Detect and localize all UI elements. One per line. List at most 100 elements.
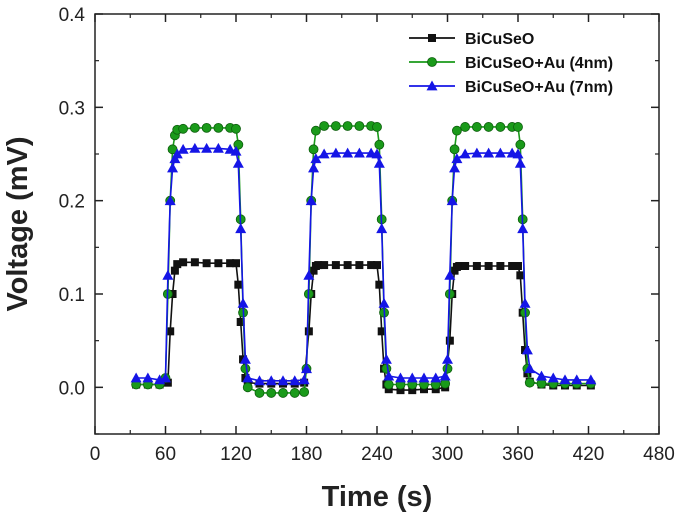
data-point — [277, 375, 289, 386]
data-point — [442, 363, 453, 374]
y-tick-label: 0.4 — [59, 5, 86, 26]
data-point — [236, 318, 245, 326]
data-point — [378, 297, 390, 308]
y-tick-label: 0.2 — [59, 192, 85, 213]
data-point — [495, 122, 506, 132]
data-point — [343, 261, 352, 270]
data-point — [496, 262, 505, 270]
data-point — [308, 144, 319, 155]
data-point — [461, 262, 470, 270]
data-point — [166, 327, 175, 336]
data-point — [310, 125, 321, 136]
data-point — [309, 266, 318, 275]
data-point — [213, 122, 224, 133]
data-point — [444, 269, 456, 280]
data-point — [298, 374, 310, 385]
data-point — [304, 327, 313, 336]
data-point — [342, 121, 353, 131]
legend-label: BiCuSeO — [465, 31, 534, 48]
data-point — [318, 148, 330, 159]
data-point — [408, 386, 417, 395]
data-point — [375, 280, 384, 289]
data-point — [242, 382, 253, 393]
data-point — [373, 261, 381, 270]
data-point — [513, 122, 523, 132]
data-point — [130, 372, 142, 383]
data-point — [442, 353, 453, 364]
legend-marker — [427, 57, 437, 67]
data-point — [231, 123, 241, 134]
x-axis-title: Time (s) — [322, 481, 433, 513]
data-point — [367, 261, 376, 270]
legend-marker — [428, 34, 436, 42]
x-tick-label: 300 — [432, 444, 464, 465]
data-point — [512, 148, 524, 159]
data-point — [371, 148, 383, 159]
data-point — [189, 122, 200, 133]
series-bicuseo-au-7nm — [130, 142, 597, 386]
data-point — [331, 261, 340, 270]
legend-label: BiCuSeO+Au (4nm) — [465, 55, 613, 72]
plot-frame — [94, 13, 660, 435]
data-point — [226, 259, 235, 268]
data-point — [471, 122, 482, 132]
data-point — [170, 266, 179, 275]
x-tick-label: 480 — [643, 444, 675, 465]
data-point — [380, 353, 392, 364]
data-point — [517, 223, 529, 234]
data-point — [439, 370, 451, 381]
data-point — [374, 139, 385, 150]
data-point — [237, 297, 249, 308]
data-point — [163, 378, 172, 387]
data-point — [319, 121, 330, 131]
data-point — [449, 162, 461, 173]
data-point — [242, 372, 254, 383]
x-tick-label: 60 — [155, 444, 176, 465]
data-point — [472, 262, 481, 270]
data-point — [305, 195, 317, 206]
data-point — [303, 269, 315, 280]
data-point — [455, 262, 464, 270]
data-point — [381, 363, 392, 374]
data-point — [162, 269, 174, 280]
data-point — [160, 372, 171, 383]
data-point — [289, 388, 300, 398]
x-tick-label: 120 — [220, 444, 252, 465]
axis-ticks — [94, 13, 660, 435]
data-point — [383, 379, 394, 390]
data-point — [266, 388, 277, 398]
data-point — [514, 157, 526, 168]
data-point — [310, 153, 322, 164]
data-point — [446, 195, 458, 206]
data-point — [177, 143, 189, 154]
data-point — [235, 223, 247, 234]
data-point — [355, 261, 364, 270]
legend-entry: BiCuSeO — [409, 31, 534, 48]
data-point — [278, 388, 288, 398]
data-point — [559, 374, 571, 385]
data-point — [449, 144, 460, 155]
x-tick-label: 360 — [502, 444, 534, 465]
data-point — [265, 375, 277, 386]
data-point — [406, 372, 418, 383]
data-point — [320, 261, 329, 270]
data-point — [234, 280, 243, 289]
data-point — [484, 262, 493, 270]
data-point — [373, 157, 385, 168]
data-point — [314, 261, 323, 270]
data-point — [483, 122, 494, 132]
data-point — [301, 363, 312, 374]
data-point — [377, 327, 386, 336]
data-point — [383, 370, 395, 381]
data-point — [202, 259, 211, 268]
data-point — [179, 258, 188, 267]
legend: BiCuSeO BiCuSeO+Au (4nm) BiCuSeO+Au (7nm) — [409, 31, 613, 96]
data-point — [395, 372, 406, 383]
data-point — [451, 153, 463, 164]
data-point — [451, 125, 462, 136]
data-point — [330, 121, 341, 131]
legend-entry: BiCuSeO+Au (4nm) — [409, 55, 613, 72]
data-point — [494, 147, 506, 158]
data-point — [289, 375, 301, 386]
